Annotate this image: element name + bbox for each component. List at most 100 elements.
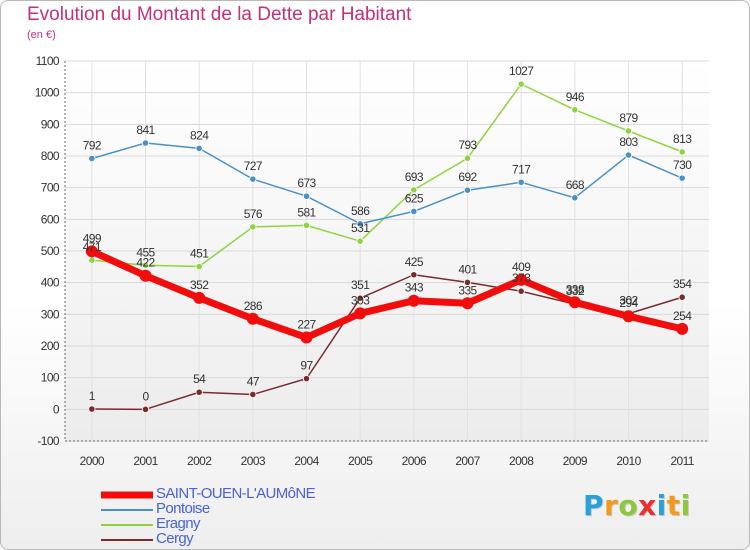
legend-label: SAINT-OUEN-L'AUMôNE bbox=[156, 485, 316, 502]
data-point bbox=[302, 192, 311, 200]
x-tick-label: 2011 bbox=[670, 454, 694, 468]
data-label: 0 bbox=[142, 389, 149, 403]
data-point bbox=[88, 154, 96, 163]
data-point bbox=[88, 405, 96, 413]
data-point bbox=[356, 294, 364, 302]
data-label: 373 bbox=[512, 271, 531, 285]
data-label: 294 bbox=[619, 296, 638, 310]
data-label: 717 bbox=[512, 162, 531, 176]
x-tick-label: 2001 bbox=[133, 454, 158, 468]
y-tick-label: 800 bbox=[41, 149, 60, 163]
x-tick-label: 2004 bbox=[294, 454, 319, 468]
data-label: 471 bbox=[83, 240, 102, 254]
logo-letter: t bbox=[666, 489, 681, 522]
data-label: 254 bbox=[673, 309, 692, 323]
data-point bbox=[463, 154, 472, 162]
data-point bbox=[354, 307, 367, 320]
data-point bbox=[407, 294, 420, 307]
data-point bbox=[85, 245, 98, 258]
data-label: 409 bbox=[512, 260, 531, 274]
data-point bbox=[246, 312, 259, 325]
data-label: 286 bbox=[244, 299, 263, 313]
data-label: 692 bbox=[458, 170, 477, 184]
data-point bbox=[676, 322, 689, 335]
x-tick-label: 2006 bbox=[402, 454, 427, 468]
data-label: 879 bbox=[619, 111, 638, 125]
data-point bbox=[249, 223, 257, 231]
data-point bbox=[515, 273, 528, 286]
legend-swatch bbox=[101, 491, 153, 498]
x-tick-label: 2007 bbox=[455, 454, 480, 468]
data-point bbox=[356, 220, 364, 228]
data-point bbox=[302, 221, 311, 229]
data-label: 730 bbox=[673, 158, 692, 172]
data-point bbox=[463, 186, 472, 194]
data-label: 841 bbox=[136, 123, 155, 137]
y-tick-label: 100 bbox=[41, 371, 60, 385]
data-label: 625 bbox=[405, 191, 424, 205]
x-axis: 2000 2001 2002 2003 2004 2005 2006 2007 2008 2009… bbox=[80, 61, 695, 468]
logo-letter: P bbox=[583, 489, 605, 522]
data-point bbox=[517, 178, 525, 186]
data-point bbox=[624, 151, 633, 159]
data-label: 803 bbox=[619, 135, 638, 149]
legend-item: Cergy bbox=[101, 530, 421, 547]
chart-legend: SAINT-OUEN-L'AUMôNE Pontoise Eragny Cergy bbox=[101, 485, 421, 547]
data-point bbox=[300, 331, 313, 344]
x-tick-label: 2000 bbox=[80, 454, 105, 468]
logo-letter: i bbox=[656, 489, 667, 522]
data-point bbox=[410, 207, 418, 216]
data-label: 351 bbox=[351, 278, 370, 292]
data-label: 47 bbox=[247, 374, 260, 388]
data-label: 586 bbox=[351, 204, 370, 218]
data-point bbox=[356, 237, 364, 245]
data-label: 727 bbox=[244, 159, 263, 173]
data-point bbox=[624, 127, 633, 135]
data-label: 352 bbox=[190, 278, 209, 292]
data-point bbox=[463, 278, 472, 286]
data-point bbox=[249, 390, 257, 399]
x-tick-label: 2009 bbox=[563, 454, 588, 468]
logo-letter: r bbox=[604, 489, 619, 522]
x-tick-label: 2010 bbox=[616, 454, 641, 468]
x-tick-label: 2005 bbox=[348, 454, 373, 468]
data-label: 1 bbox=[89, 389, 96, 403]
series-line bbox=[91, 142, 683, 225]
data-label: 576 bbox=[244, 207, 263, 221]
data-label: 227 bbox=[297, 317, 316, 331]
data-point bbox=[302, 375, 311, 383]
legend-item: Eragny bbox=[101, 515, 421, 532]
data-label: 499 bbox=[83, 231, 102, 245]
logo-letter: o bbox=[618, 489, 639, 522]
logo-letter: x bbox=[638, 489, 657, 522]
data-label: 54 bbox=[193, 372, 206, 386]
data-point bbox=[568, 296, 581, 309]
data-label: 401 bbox=[458, 262, 477, 276]
data-label: 946 bbox=[566, 90, 585, 104]
data-label: 824 bbox=[190, 128, 209, 142]
data-point bbox=[193, 291, 206, 304]
legend-item: Pontoise bbox=[101, 500, 421, 517]
data-label: 332 bbox=[566, 284, 585, 298]
chart-unit-label: (en €) bbox=[27, 29, 56, 41]
data-point bbox=[195, 144, 203, 152]
data-point bbox=[678, 174, 686, 182]
y-tick-label: 500 bbox=[41, 244, 60, 258]
data-label: 302 bbox=[619, 294, 638, 308]
data-label: 1027 bbox=[509, 64, 534, 78]
y-tick-label: 700 bbox=[41, 181, 60, 195]
data-label: 455 bbox=[136, 245, 155, 259]
data-label: 792 bbox=[83, 139, 102, 153]
data-label: 422 bbox=[136, 256, 155, 270]
data-label: 97 bbox=[300, 359, 313, 373]
data-point bbox=[141, 139, 150, 147]
data-point bbox=[410, 271, 418, 279]
x-tick-label: 2002 bbox=[187, 454, 212, 468]
data-point bbox=[678, 148, 686, 156]
data-point bbox=[410, 186, 418, 194]
data-point bbox=[678, 293, 686, 301]
chart-title: Evolution du Montant de la Dette par Hab… bbox=[27, 4, 412, 25]
y-tick-label: 200 bbox=[41, 339, 60, 353]
